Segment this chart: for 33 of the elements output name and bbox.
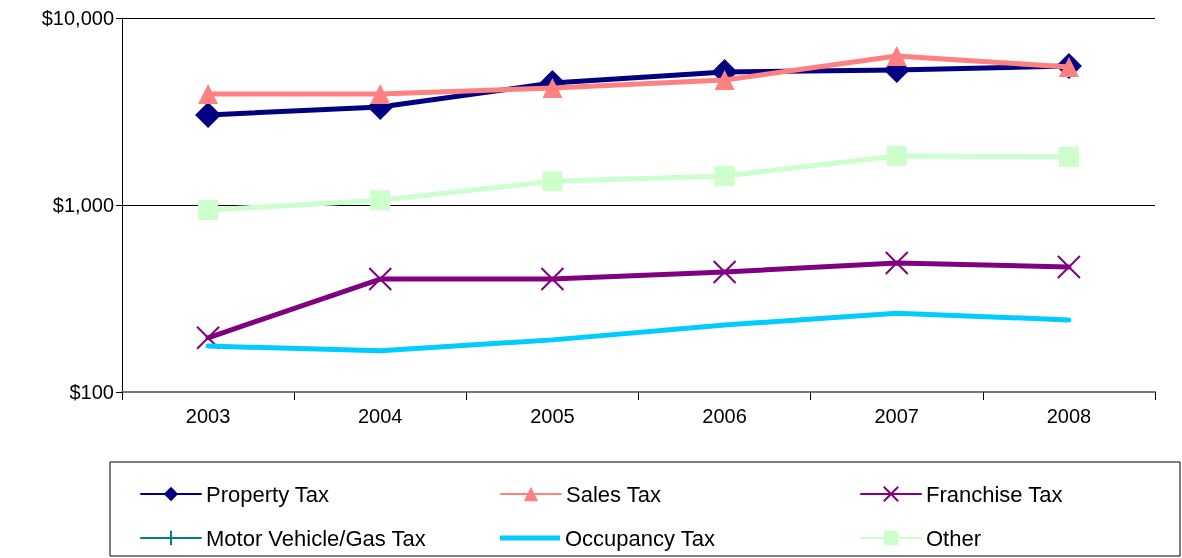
x-tick-label: 2003 xyxy=(185,405,231,427)
y-tick-label: $1,000 xyxy=(52,194,114,216)
point xyxy=(712,260,737,285)
point xyxy=(1056,255,1081,280)
x-tick-label: 2007 xyxy=(874,405,919,427)
x-tick-label: 2005 xyxy=(530,405,575,427)
point xyxy=(884,250,909,275)
point xyxy=(886,145,907,166)
point xyxy=(714,70,735,91)
point xyxy=(886,46,907,67)
point xyxy=(198,200,219,221)
legend-label: Occupancy Tax xyxy=(565,525,716,551)
legend-label: Motor Vehicle/Gas Tax xyxy=(206,525,426,551)
point xyxy=(1058,146,1079,167)
point xyxy=(198,84,219,105)
x-tick-label: 2006 xyxy=(702,405,747,427)
legend-label: Property Tax xyxy=(206,481,330,507)
x-tick-label: 2004 xyxy=(358,405,403,427)
legend-label: Other xyxy=(926,525,982,551)
y-tick-label: $10,000 xyxy=(41,7,114,29)
point xyxy=(542,171,563,192)
point xyxy=(368,267,393,292)
point xyxy=(196,325,221,350)
point xyxy=(714,165,735,186)
point xyxy=(542,78,563,99)
x-tick-label: 2008 xyxy=(1046,405,1092,427)
point xyxy=(540,267,565,292)
legend-label: Franchise Tax xyxy=(926,481,1063,507)
legend-label: Sales Tax xyxy=(566,481,661,507)
point xyxy=(370,190,391,211)
point xyxy=(195,101,222,128)
y-tick-label: $100 xyxy=(69,381,114,403)
point xyxy=(370,84,391,105)
